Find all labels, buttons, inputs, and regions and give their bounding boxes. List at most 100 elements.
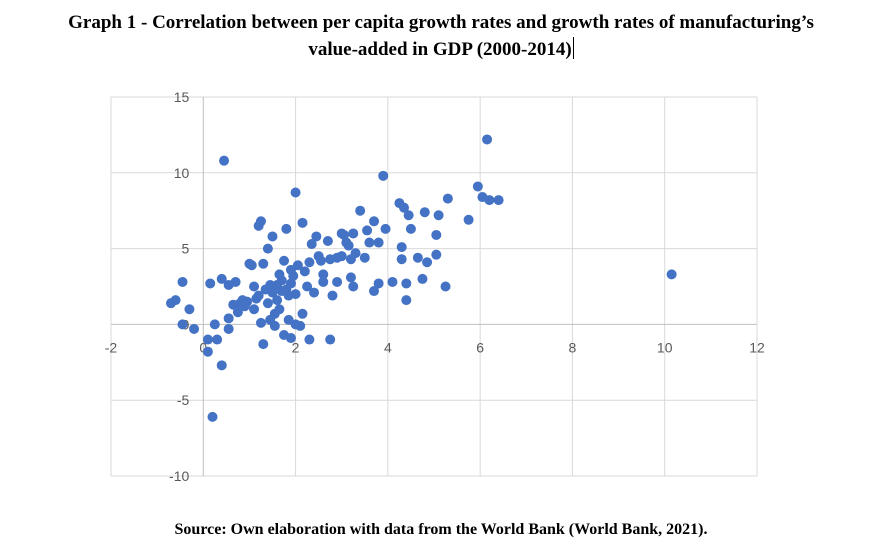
- data-point: [232, 307, 243, 318]
- data-point: [373, 278, 384, 289]
- data-point: [332, 276, 343, 287]
- data-point: [279, 255, 290, 266]
- data-point: [184, 304, 195, 315]
- data-point: [246, 260, 257, 271]
- data-point: [202, 334, 213, 345]
- data-point: [281, 223, 292, 234]
- y-tick-label: 15: [174, 89, 190, 105]
- data-point: [304, 257, 315, 268]
- data-point: [364, 237, 375, 248]
- data-point: [216, 273, 227, 284]
- data-point: [348, 281, 359, 292]
- data-point: [463, 214, 474, 225]
- data-point: [285, 278, 296, 289]
- data-point: [419, 207, 430, 218]
- data-point: [378, 170, 389, 181]
- data-point: [318, 276, 329, 287]
- data-point: [396, 254, 407, 265]
- data-point: [484, 195, 495, 206]
- data-point: [288, 270, 299, 281]
- data-point: [295, 320, 306, 331]
- data-point: [249, 304, 260, 315]
- data-point: [258, 258, 269, 269]
- data-point: [177, 319, 188, 330]
- y-tick-label: -10: [169, 468, 189, 484]
- data-point: [223, 313, 234, 324]
- data-point: [403, 210, 414, 221]
- data-point: [262, 243, 273, 254]
- chart-title-line-2-text: value-added in GDP (2000-2014): [308, 39, 572, 60]
- x-tick-label: 0: [199, 339, 207, 355]
- data-point: [339, 229, 350, 240]
- data-point: [253, 290, 264, 301]
- data-point: [297, 217, 308, 228]
- data-point: [297, 308, 308, 319]
- data-point: [306, 239, 317, 250]
- data-point: [350, 248, 361, 259]
- chart-title-line-1: Graph 1 - Correlation between per capita…: [68, 12, 814, 33]
- source-note: Source: Own elaboration with data from t…: [174, 521, 708, 538]
- data-point: [380, 223, 391, 234]
- data-point: [242, 296, 253, 307]
- y-tick-label: -5: [177, 392, 190, 408]
- data-point: [412, 252, 423, 263]
- data-point: [202, 346, 213, 357]
- data-point: [345, 272, 356, 283]
- data-point: [666, 269, 677, 280]
- data-point: [255, 216, 266, 227]
- data-point: [325, 334, 336, 345]
- y-tick-label: 10: [174, 165, 190, 181]
- x-tick-label: 10: [657, 339, 673, 355]
- data-point: [472, 181, 483, 192]
- data-point: [230, 276, 241, 287]
- data-point: [373, 237, 384, 248]
- data-point: [311, 231, 322, 242]
- data-point: [309, 287, 320, 298]
- data-point: [255, 317, 266, 328]
- data-point: [304, 334, 315, 345]
- data-point: [401, 278, 412, 289]
- data-point: [442, 193, 453, 204]
- data-point: [262, 298, 273, 309]
- data-point: [223, 323, 234, 334]
- data-point: [207, 411, 218, 422]
- x-tick-label: -2: [105, 339, 118, 355]
- data-point: [205, 278, 216, 289]
- data-point: [482, 134, 493, 145]
- x-tick-label: 4: [384, 339, 392, 355]
- data-point: [359, 252, 370, 263]
- data-points: [165, 134, 677, 422]
- data-point: [216, 360, 227, 371]
- data-point: [249, 281, 260, 292]
- data-point: [440, 281, 451, 292]
- data-point: [417, 273, 428, 284]
- data-point: [369, 286, 380, 297]
- data-point: [267, 287, 278, 298]
- chart-title: Graph 1 - Correlation between per capita…: [0, 9, 882, 63]
- text-cursor: [572, 37, 574, 59]
- data-point: [422, 257, 433, 268]
- data-point: [189, 323, 200, 334]
- data-point: [290, 187, 301, 198]
- data-point: [493, 195, 504, 206]
- data-point: [433, 210, 444, 221]
- data-point: [431, 249, 442, 260]
- data-point: [276, 275, 287, 286]
- data-point: [401, 295, 412, 306]
- data-point: [348, 228, 359, 239]
- data-point: [272, 295, 283, 306]
- x-tick-label: 8: [569, 339, 577, 355]
- data-point: [302, 281, 313, 292]
- data-point: [336, 251, 347, 262]
- data-point: [343, 240, 354, 251]
- grid-lines: [110, 96, 758, 477]
- data-point: [369, 216, 380, 227]
- data-point: [318, 269, 329, 280]
- data-point: [315, 255, 326, 266]
- data-point: [177, 276, 188, 287]
- data-point: [396, 242, 407, 253]
- data-point: [292, 260, 303, 271]
- chart-title-line-2: value-added in GDP (2000-2014): [0, 36, 882, 63]
